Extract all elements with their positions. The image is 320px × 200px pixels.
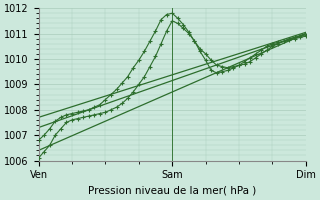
X-axis label: Pression niveau de la mer( hPa ): Pression niveau de la mer( hPa )	[88, 186, 256, 196]
